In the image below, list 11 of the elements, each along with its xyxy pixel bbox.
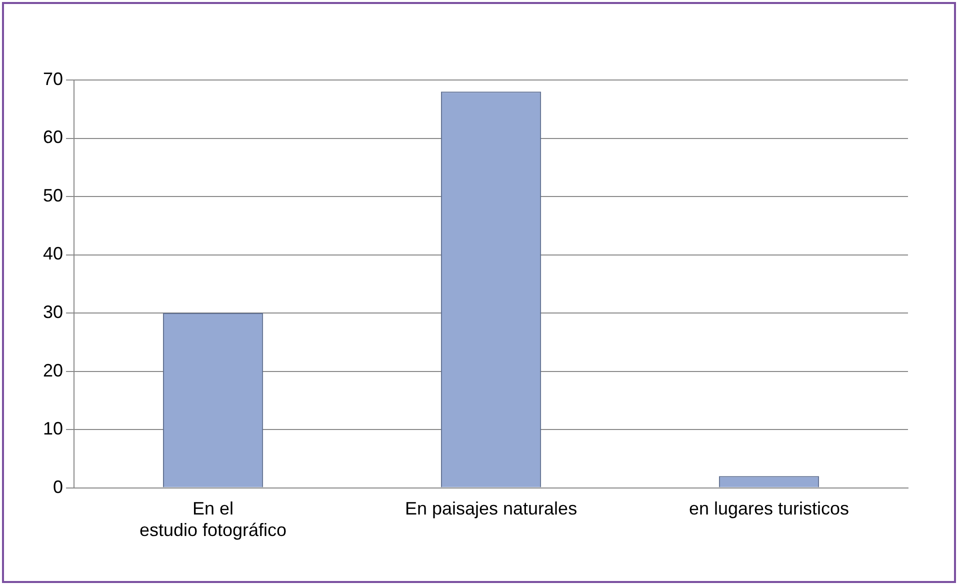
x-tick-label: En el estudio fotográfico xyxy=(139,498,287,540)
x-tick-label: en lugares turisticos xyxy=(688,498,850,519)
y-tick-label: 60 xyxy=(42,127,64,148)
y-tick-label: 50 xyxy=(42,185,64,206)
y-tick-label: 10 xyxy=(42,418,64,439)
y-tick-label: 0 xyxy=(53,476,64,497)
x-tick-label: En paisajes naturales xyxy=(404,498,578,519)
y-tick-label: 30 xyxy=(42,302,64,322)
y-tick-label: 20 xyxy=(42,360,64,380)
y-tick-label: 70 xyxy=(42,68,64,89)
y-tick-label: 40 xyxy=(42,244,64,264)
